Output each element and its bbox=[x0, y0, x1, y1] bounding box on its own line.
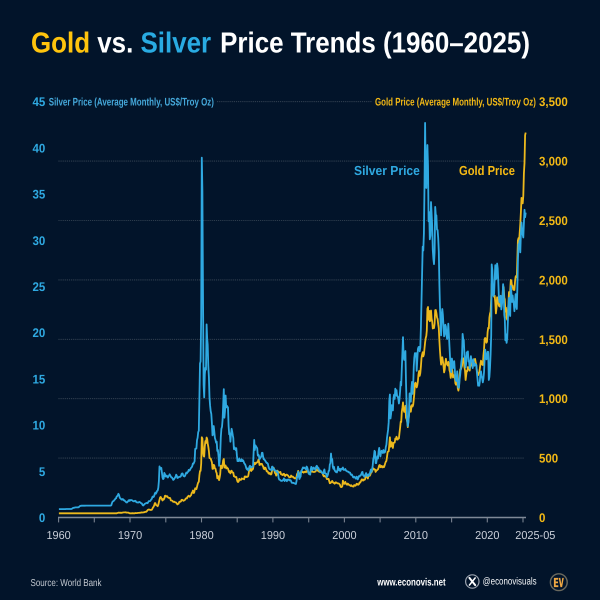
svg-text:Silver Price (Average Monthly,: Silver Price (Average Monthly, US$/Troy … bbox=[49, 96, 214, 108]
svg-text:Gold Price (Average Monthly, U: Gold Price (Average Monthly, US$/Troy Oz… bbox=[375, 96, 536, 108]
svg-text:2000: 2000 bbox=[332, 530, 356, 542]
svg-text:3,000: 3,000 bbox=[539, 155, 568, 169]
svg-text:Silver Price: Silver Price bbox=[354, 163, 420, 178]
svg-text:@econovisuals: @econovisuals bbox=[483, 577, 537, 588]
svg-text:35: 35 bbox=[33, 188, 46, 202]
svg-text:2010: 2010 bbox=[404, 530, 428, 542]
svg-text:15: 15 bbox=[33, 372, 46, 386]
svg-text:1,000: 1,000 bbox=[539, 392, 568, 406]
svg-text:1,500: 1,500 bbox=[539, 333, 568, 347]
svg-text:40: 40 bbox=[33, 141, 46, 155]
svg-text:45: 45 bbox=[33, 95, 46, 109]
svg-text:2,500: 2,500 bbox=[539, 214, 568, 228]
svg-text:0: 0 bbox=[39, 511, 45, 525]
svg-text:5: 5 bbox=[39, 465, 45, 479]
svg-text:2,000: 2,000 bbox=[539, 273, 568, 287]
svg-text:Source: World Bank: Source: World Bank bbox=[31, 578, 103, 589]
svg-text:10: 10 bbox=[33, 419, 46, 433]
svg-text:20: 20 bbox=[33, 326, 46, 340]
svg-text:0: 0 bbox=[539, 511, 545, 525]
svg-text:www.econovis.net: www.econovis.net bbox=[376, 577, 446, 589]
svg-text:1990: 1990 bbox=[261, 530, 285, 542]
svg-text:25: 25 bbox=[33, 280, 46, 294]
svg-text:Gold Price: Gold Price bbox=[459, 163, 515, 178]
svg-text:1980: 1980 bbox=[189, 530, 213, 542]
svg-text:1970: 1970 bbox=[118, 530, 142, 542]
svg-text:3,500: 3,500 bbox=[539, 95, 568, 109]
svg-text:2020: 2020 bbox=[475, 530, 499, 542]
svg-text:1960: 1960 bbox=[46, 530, 70, 542]
svg-text:Gold vs. Silver Price Trends (: Gold vs. Silver Price Trends (1960–2025) bbox=[31, 28, 530, 60]
svg-text:2025-05: 2025-05 bbox=[515, 530, 555, 542]
svg-text:30: 30 bbox=[33, 234, 46, 248]
svg-text:500: 500 bbox=[539, 452, 558, 466]
